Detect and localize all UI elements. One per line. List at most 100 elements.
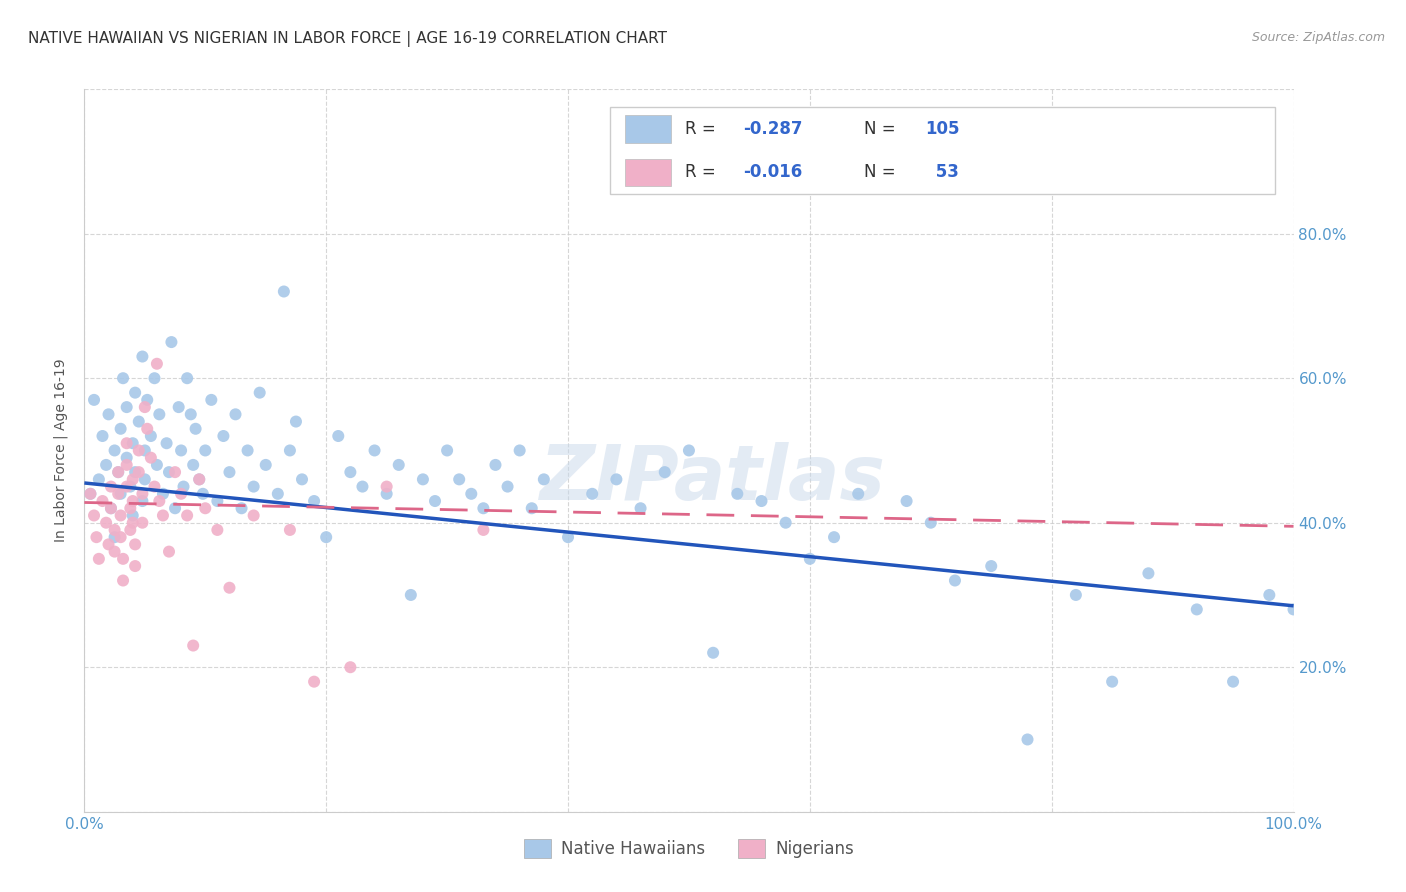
Point <box>165 501 187 516</box>
Point <box>165 465 187 479</box>
Point <box>236 443 259 458</box>
Point <box>191 487 214 501</box>
FancyBboxPatch shape <box>624 115 671 143</box>
Point <box>124 559 146 574</box>
Point <box>121 436 143 450</box>
Point <box>121 472 143 486</box>
Point <box>94 458 117 472</box>
Point <box>375 480 398 494</box>
Point <box>496 480 519 494</box>
Point <box>291 472 314 486</box>
Point <box>146 357 169 371</box>
Point <box>388 458 411 472</box>
Point <box>152 508 174 523</box>
Point <box>120 523 142 537</box>
Point <box>1137 566 1160 581</box>
Point <box>110 508 132 523</box>
Point <box>134 443 156 458</box>
Point <box>148 494 170 508</box>
Point <box>242 480 264 494</box>
Point <box>267 487 290 501</box>
Point <box>146 458 169 472</box>
Point <box>128 415 150 429</box>
Point <box>412 472 434 486</box>
Point <box>121 494 143 508</box>
Point <box>139 429 162 443</box>
Point <box>110 530 132 544</box>
Point <box>399 588 422 602</box>
Point <box>242 508 264 523</box>
Point <box>115 436 138 450</box>
Point <box>339 660 361 674</box>
Point <box>128 443 150 458</box>
Point <box>520 501 543 516</box>
Point <box>207 523 229 537</box>
Point <box>943 574 966 588</box>
Point <box>115 450 138 465</box>
Point <box>134 400 156 414</box>
Point <box>207 494 229 508</box>
Point <box>176 508 198 523</box>
Point <box>112 574 135 588</box>
Point <box>83 392 105 407</box>
Text: R =: R = <box>685 120 721 138</box>
Point <box>702 646 724 660</box>
Point <box>181 639 204 653</box>
Point <box>107 487 129 501</box>
Point <box>97 407 120 421</box>
Point <box>1101 674 1123 689</box>
Text: 105: 105 <box>925 120 959 138</box>
Point <box>460 487 482 501</box>
Text: N =: N = <box>865 163 896 181</box>
Text: R =: R = <box>685 163 721 181</box>
Point <box>124 385 146 400</box>
Point <box>581 487 603 501</box>
Point <box>104 443 127 458</box>
Point <box>112 551 135 566</box>
Point <box>799 551 821 566</box>
Point <box>212 429 235 443</box>
Point <box>148 407 170 421</box>
Point <box>180 407 202 421</box>
Point <box>124 465 146 479</box>
Point <box>115 458 138 472</box>
Text: N =: N = <box>865 120 896 138</box>
Point <box>170 443 193 458</box>
Point <box>120 480 142 494</box>
Point <box>143 480 166 494</box>
Point <box>120 501 142 516</box>
Point <box>176 371 198 385</box>
Point <box>107 465 129 479</box>
Point <box>605 472 627 486</box>
Point <box>1222 674 1244 689</box>
Point <box>124 537 146 551</box>
Point <box>136 392 159 407</box>
Point <box>112 371 135 385</box>
Point <box>139 450 162 465</box>
Point <box>121 516 143 530</box>
Point <box>100 501 122 516</box>
Point <box>194 443 217 458</box>
Point <box>136 422 159 436</box>
Point <box>249 385 271 400</box>
Point <box>484 458 506 472</box>
Point <box>363 443 385 458</box>
FancyBboxPatch shape <box>610 107 1275 194</box>
Point <box>121 508 143 523</box>
Point <box>509 443 531 458</box>
Point <box>472 501 495 516</box>
Point <box>1282 602 1305 616</box>
Point <box>1017 732 1039 747</box>
Point <box>131 350 153 364</box>
Point <box>155 436 177 450</box>
Point <box>1185 602 1208 616</box>
Point <box>273 285 295 299</box>
Point <box>218 465 240 479</box>
Point <box>97 537 120 551</box>
Point <box>152 487 174 501</box>
Point <box>1258 588 1281 602</box>
Point <box>315 530 337 544</box>
Point <box>100 501 122 516</box>
Point <box>678 443 700 458</box>
Point <box>188 472 211 486</box>
